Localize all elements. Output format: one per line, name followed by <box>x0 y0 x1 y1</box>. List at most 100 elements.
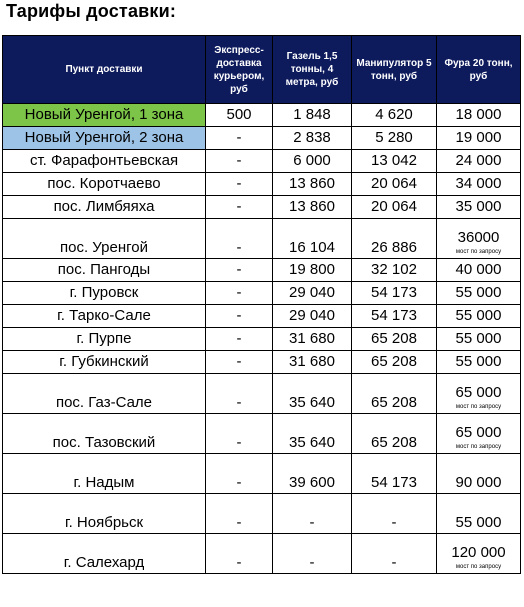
fura-cell: 65 000 мост по запросу <box>436 413 521 454</box>
fura-price: 40 000 <box>455 261 502 278</box>
table-row: Новый Уренгой, 2 зона - 2 838 5 280 19 0… <box>2 126 521 150</box>
manipulator-cell: 54 173 <box>351 281 437 305</box>
manipulator-cell: 26 886 <box>351 218 437 259</box>
header-fura: Фура 20 тонн, руб <box>436 35 521 104</box>
gazel-cell: 2 838 <box>272 126 352 150</box>
header-express: Экспресс-доставка курьером, руб <box>205 35 273 104</box>
express-cell: - <box>205 218 273 259</box>
gazel-cell: - <box>272 493 352 534</box>
delivery-point-cell: пос. Уренгой <box>2 218 206 259</box>
table-row: пос. Пангоды - 19 800 32 102 40 000 <box>2 258 521 282</box>
fura-price: 55 000 <box>455 284 502 301</box>
manipulator-cell: 5 280 <box>351 126 437 150</box>
express-cell: - <box>205 258 273 282</box>
delivery-point-cell: г. Надым <box>2 453 206 494</box>
manipulator-cell: - <box>351 493 437 534</box>
fura-cell: 55 000 <box>436 327 521 351</box>
manipulator-cell: 20 064 <box>351 195 437 219</box>
express-cell: - <box>205 327 273 351</box>
gazel-cell: 1 848 <box>272 103 352 127</box>
manipulator-cell: 13 042 <box>351 149 437 173</box>
gazel-cell: 29 040 <box>272 304 352 328</box>
table-row: г. Губкинский - 31 680 65 208 55 000 <box>2 350 521 374</box>
header-delivery-point: Пункт доставки <box>2 35 206 104</box>
express-cell: - <box>205 126 273 150</box>
table-row: пос. Лимбяяха - 13 860 20 064 35 000 <box>2 195 521 219</box>
bridge-note: мост по запросу <box>455 444 502 450</box>
gazel-cell: 13 860 <box>272 195 352 219</box>
express-cell: - <box>205 413 273 454</box>
fura-price: 24 000 <box>455 152 502 169</box>
manipulator-cell: 65 208 <box>351 327 437 351</box>
express-cell: - <box>205 373 273 414</box>
table-row: г. Ноябрьск - - - 55 000 <box>2 493 521 534</box>
manipulator-cell: 54 173 <box>351 453 437 494</box>
delivery-point-cell: Новый Уренгой, 1 зона <box>2 103 206 127</box>
manipulator-cell: 20 064 <box>351 172 437 196</box>
fura-price: 19 000 <box>455 129 502 146</box>
gazel-cell: 19 800 <box>272 258 352 282</box>
bridge-note: мост по запросу <box>455 404 502 410</box>
manipulator-cell: 32 102 <box>351 258 437 282</box>
delivery-point-cell: пос. Тазовский <box>2 413 206 454</box>
express-cell: - <box>205 533 273 574</box>
table-row: г. Надым - 39 600 54 173 90 000 <box>2 453 521 494</box>
table-row: пос. Газ-Сале - 35 640 65 208 65 000 мост… <box>2 373 521 414</box>
delivery-point-cell: пос. Коротчаево <box>2 172 206 196</box>
manipulator-cell: - <box>351 533 437 574</box>
fura-cell: 65 000 мост по запросу <box>436 373 521 414</box>
fura-cell: 19 000 <box>436 126 521 150</box>
fura-price: 55 000 <box>455 330 502 347</box>
delivery-point-cell: Новый Уренгой, 2 зона <box>2 126 206 150</box>
fura-cell: 120 000 мост по запросу <box>436 533 521 574</box>
table-row: Новый Уренгой, 1 зона 500 1 848 4 620 18… <box>2 103 521 127</box>
fura-price: 55 000 <box>455 307 502 324</box>
delivery-point-cell: г. Пуровск <box>2 281 206 305</box>
fura-cell: 55 000 <box>436 493 521 534</box>
fura-price: 36000 <box>457 229 500 246</box>
fura-cell: 55 000 <box>436 304 521 328</box>
fura-price: 120 000 <box>451 544 506 561</box>
express-cell: - <box>205 493 273 534</box>
header-manipulator: Манипулятор 5 тонн, руб <box>351 35 437 104</box>
gazel-cell: 35 640 <box>272 373 352 414</box>
bridge-note: мост по запросу <box>455 249 502 255</box>
express-cell: - <box>205 195 273 219</box>
gazel-cell: 35 640 <box>272 413 352 454</box>
fura-cell: 18 000 <box>436 103 521 127</box>
delivery-point-cell: г. Ноябрьск <box>2 493 206 534</box>
fura-price: 34 000 <box>455 175 502 192</box>
express-cell: - <box>205 453 273 494</box>
fura-price: 35 000 <box>455 198 502 215</box>
page-title: Тарифы доставки: <box>6 1 177 21</box>
bridge-note: мост по запросу <box>455 564 502 570</box>
fura-cell: 55 000 <box>436 281 521 305</box>
table-row: г. Салехард - - - 120 000 мост по запросу <box>2 533 521 574</box>
fura-cell: 24 000 <box>436 149 521 173</box>
fura-price: 90 000 <box>455 474 502 491</box>
delivery-point-cell: пос. Лимбяяха <box>2 195 206 219</box>
fura-cell: 36000 мост по запросу <box>436 218 521 259</box>
delivery-point-cell: г. Пурпе <box>2 327 206 351</box>
fura-cell: 40 000 <box>436 258 521 282</box>
gazel-cell: 29 040 <box>272 281 352 305</box>
delivery-point-cell: г. Салехард <box>2 533 206 574</box>
table-row: пос. Коротчаево - 13 860 20 064 34 000 <box>2 172 521 196</box>
delivery-point-cell: г. Губкинский <box>2 350 206 374</box>
table-header-row: Пункт доставки Экспресс-доставка курьеро… <box>2 35 521 104</box>
manipulator-cell: 65 208 <box>351 413 437 454</box>
gazel-cell: 16 104 <box>272 218 352 259</box>
table-row: ст. Фарафонтьевская - 6 000 13 042 24 00… <box>2 149 521 173</box>
fura-price: 18 000 <box>455 106 502 123</box>
delivery-point-cell: ст. Фарафонтьевская <box>2 149 206 173</box>
delivery-point-cell: пос. Пангоды <box>2 258 206 282</box>
table-row: пос. Уренгой - 16 104 26 886 36000 мост п… <box>2 218 521 259</box>
delivery-point-cell: пос. Газ-Сале <box>2 373 206 414</box>
delivery-point-cell: г. Тарко-Сале <box>2 304 206 328</box>
express-cell: - <box>205 149 273 173</box>
manipulator-cell: 65 208 <box>351 373 437 414</box>
manipulator-cell: 65 208 <box>351 350 437 374</box>
tariffs-table: Пункт доставки Экспресс-доставка курьеро… <box>2 35 521 574</box>
express-cell: 500 <box>205 103 273 127</box>
fura-cell: 55 000 <box>436 350 521 374</box>
